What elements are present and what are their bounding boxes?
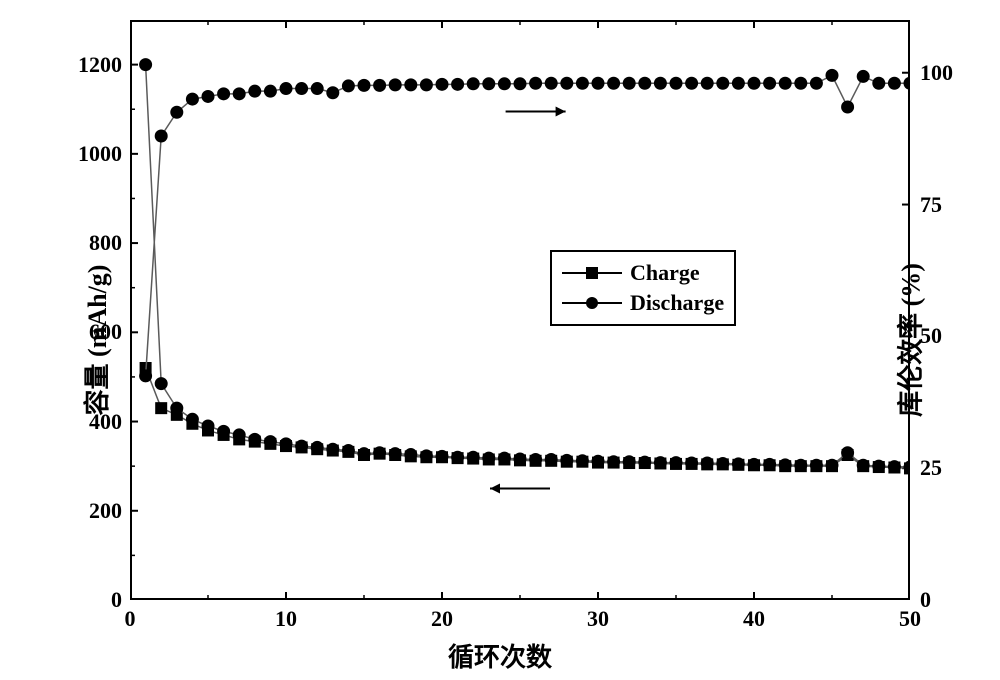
legend-label: Charge	[630, 260, 700, 286]
x-tick-label: 50	[899, 606, 921, 632]
y-right-tick-label: 100	[920, 60, 953, 86]
y-left-tick-label: 1200	[78, 52, 122, 78]
y-left-tick-label: 1000	[78, 141, 122, 167]
x-tick-label: 20	[431, 606, 453, 632]
y-left-tick-label: 400	[89, 409, 122, 435]
y-left-tick-label: 600	[89, 319, 122, 345]
chart-container: 循环次数 容量 (mAh/g) 库伦效率 (%) ChargeDischarge…	[0, 0, 1000, 680]
legend: Charge Discharge	[550, 250, 736, 326]
plot-svg	[130, 20, 910, 600]
x-tick-label: 0	[125, 606, 136, 632]
y-right-tick-label: 75	[920, 192, 942, 218]
x-tick-label: 10	[275, 606, 297, 632]
x-tick-label: 40	[743, 606, 765, 632]
y-right-tick-label: 25	[920, 455, 942, 481]
legend-item: Charge	[562, 258, 724, 288]
x-axis-label: 循环次数	[448, 637, 552, 674]
y-left-tick-label: 800	[89, 230, 122, 256]
legend-label: Discharge	[630, 290, 724, 316]
y-right-tick-label: 0	[920, 587, 931, 613]
y-left-tick-label: 0	[111, 587, 122, 613]
legend-item: Discharge	[562, 288, 724, 318]
y-left-tick-label: 200	[89, 498, 122, 524]
x-tick-label: 30	[587, 606, 609, 632]
y-right-tick-label: 50	[920, 323, 942, 349]
